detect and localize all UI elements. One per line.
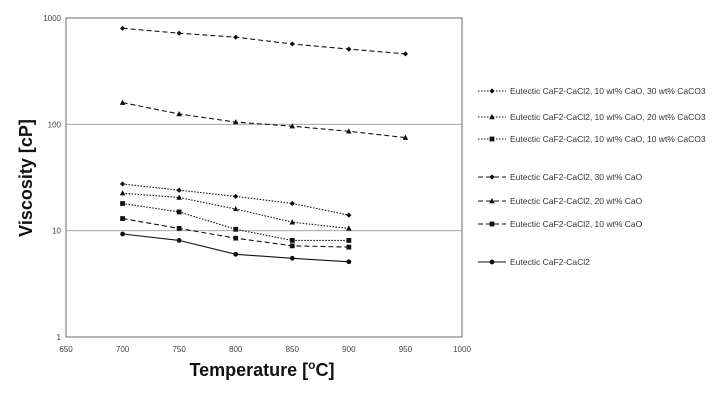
legend-item-5: Eutectic CaF2-CaCl2, 20 wt% CaO: [478, 196, 643, 206]
series-4-point-3: [233, 34, 239, 40]
series-3-point-4: [289, 237, 295, 243]
y-tick-label-1000: 1000: [43, 14, 61, 23]
legend-label-3: Eutectic CaF2-CaCl2, 10 wt% CaO, 10 wt% …: [510, 134, 706, 144]
series-1-point-4: [289, 200, 295, 207]
x-axis-title-main: Temperature [: [189, 360, 308, 380]
legend-swatch-marker-4: [489, 174, 495, 180]
series-7-point-5: [346, 259, 352, 265]
series-2-point-4: [289, 219, 296, 225]
x-tick-label-700: 700: [116, 345, 130, 354]
series-2-point-1: [119, 190, 126, 196]
series-6-point-5: [346, 244, 352, 250]
series-7: [120, 231, 352, 265]
x-tick-label-750: 750: [172, 345, 186, 354]
series-7-point-3: [233, 251, 239, 257]
legend-swatch-marker-7: [489, 259, 495, 265]
legend-item-4: Eutectic CaF2-CaCl2, 30 wt% CaO: [478, 172, 643, 182]
plot-frame: [65, 17, 463, 338]
series-1-point-5: [346, 212, 352, 218]
x-axis-title: Temperature [oC]: [189, 358, 334, 380]
series-7-point-1: [120, 231, 125, 237]
series-5-point-1: [119, 99, 126, 105]
series-4-point-1: [119, 25, 126, 31]
legend-label-6: Eutectic CaF2-CaCl2, 10 wt% CaO: [510, 219, 643, 229]
legend-swatch-marker-2: [489, 114, 495, 120]
series-2-point-3: [232, 205, 239, 212]
series-5-point-5: [346, 128, 352, 134]
legend-swatch-marker-3: [489, 136, 495, 142]
series-6-point-1: [120, 216, 125, 221]
series-6-point-4: [289, 243, 295, 249]
x-tick-label-900: 900: [342, 345, 356, 354]
series-5-point-2: [176, 111, 182, 117]
series-7-point-4: [289, 255, 295, 261]
series-6-point-3: [233, 235, 239, 241]
series-1-point-2: [176, 187, 182, 193]
legend-label-7: Eutectic CaF2-CaCl2: [510, 257, 590, 267]
y-axis-title: Viscosity [cP]: [16, 119, 36, 237]
series-4: [119, 25, 409, 57]
series-6: [120, 216, 352, 250]
legend-swatch-marker-6: [489, 221, 495, 227]
legend-swatch-marker-1: [489, 88, 495, 94]
series-1: [119, 181, 352, 218]
series-layer: [119, 25, 409, 265]
series-4-point-4: [289, 41, 295, 47]
x-tick-label-800: 800: [229, 345, 243, 354]
series-3: [120, 201, 352, 243]
x-tick-label-950: 950: [399, 345, 413, 354]
series-1-line: [122, 183, 350, 216]
legend-item-2: Eutectic CaF2-CaCl2, 10 wt% CaO, 20 wt% …: [478, 112, 706, 122]
tick-labels: 650 700 750 800 850 900 950 1000 1 10 100 1000: [43, 14, 471, 354]
series-3-point-5: [346, 237, 352, 243]
legend-swatch-marker-5: [489, 198, 495, 204]
series-7-point-2: [176, 237, 182, 243]
series-2: [119, 190, 352, 231]
legend-item-3: Eutectic CaF2-CaCl2, 10 wt% CaO, 10 wt% …: [478, 134, 706, 144]
series-2-point-2: [176, 194, 182, 200]
series-4-point-6: [402, 51, 409, 57]
legend-label-2: Eutectic CaF2-CaCl2, 10 wt% CaO, 20 wt% …: [510, 112, 706, 122]
series-5-point-3: [232, 119, 239, 125]
series-5: [119, 99, 409, 140]
x-tick-label-650: 650: [59, 345, 73, 354]
series-3-line: [122, 202, 349, 241]
x-axis-title-superscript: o: [308, 358, 315, 372]
series-2-point-5: [346, 225, 352, 231]
legend-item-1: Eutectic CaF2-CaCl2, 10 wt% CaO, 30 wt% …: [478, 86, 706, 96]
legend-label-4: Eutectic CaF2-CaCl2, 30 wt% CaO: [510, 172, 643, 182]
series-4-point-2: [176, 30, 182, 36]
series-3-point-1: [120, 201, 125, 206]
legend-label-1: Eutectic CaF2-CaCl2, 10 wt% CaO, 30 wt% …: [510, 86, 706, 96]
series-6-line: [122, 218, 349, 248]
y-tick-label-1: 1: [57, 333, 62, 342]
x-tick-label-850: 850: [286, 345, 300, 354]
x-tick-label-1000: 1000: [453, 345, 471, 354]
legend-item-6: Eutectic CaF2-CaCl2, 10 wt% CaO: [478, 219, 643, 229]
series-6-point-2: [176, 226, 182, 231]
series-3-point-3: [233, 226, 239, 232]
legend: Eutectic CaF2-CaCl2, 10 wt% CaO, 30 wt% …: [478, 86, 706, 267]
series-5-point-6: [402, 134, 409, 140]
series-4-line: [122, 27, 406, 55]
series-1-point-1: [119, 181, 126, 187]
grid-lines: [66, 123, 462, 232]
y-tick-label-10: 10: [52, 227, 61, 236]
series-4-point-5: [346, 46, 352, 52]
legend-label-5: Eutectic CaF2-CaCl2, 20 wt% CaO: [510, 196, 643, 206]
legend-item-7: Eutectic CaF2-CaCl2: [478, 257, 590, 267]
x-axis-title-end: C]: [316, 360, 335, 380]
series-3-point-2: [176, 209, 182, 215]
series-1-point-3: [233, 193, 239, 200]
y-tick-label-100: 100: [48, 120, 62, 129]
series-5-line: [122, 102, 406, 139]
series-5-point-4: [289, 123, 296, 129]
